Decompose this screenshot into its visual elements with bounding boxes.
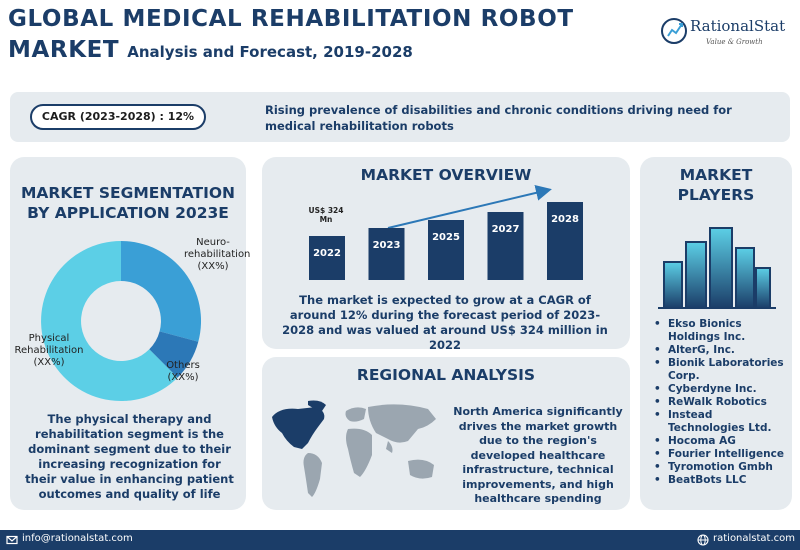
label-others: Others (XX%)	[166, 360, 200, 383]
label-neuro: Neuro-rehabilitation (XX%)	[184, 237, 251, 272]
regional-panel: REGIONAL ANALYSIS	[262, 357, 630, 510]
player-item: ReWalk Robotics	[652, 396, 792, 409]
player-item: Hocoma AG	[652, 435, 792, 448]
main-title: GLOBAL MEDICAL REHABILITATION ROBOT	[8, 6, 574, 32]
email-icon	[6, 535, 18, 545]
segmentation-title: MARKET SEGMENTATION BY APPLICATION 2023E	[20, 184, 236, 222]
player-item: AlterG, Inc.	[652, 344, 792, 357]
cagr-banner: CAGR (2023-2028) : 12% Rising prevalence…	[10, 92, 790, 142]
footer-website[interactable]: rationalstat.com	[713, 533, 796, 544]
city-buildings-icon	[658, 227, 776, 309]
logo-name: RationalStat	[690, 17, 786, 35]
players-list: Ekso Bionics Holdings Inc.AlterG, Inc.Bi…	[652, 318, 792, 487]
player-item: Ekso Bionics Holdings Inc.	[652, 318, 792, 344]
donut-slice-physical	[41, 241, 178, 401]
donut-slice-neuro	[121, 241, 202, 342]
footer-email[interactable]: info@rationalstat.com	[22, 533, 133, 544]
player-item: Instead Technologies Ltd.	[652, 409, 792, 435]
player-item: Fourier Intelligence	[652, 448, 792, 461]
world-map-icon	[272, 400, 436, 497]
logo-tagline: Value & Growth	[706, 38, 763, 46]
segmentation-description: The physical therapy and rehabilitation …	[25, 412, 234, 501]
banner-text: Rising prevalence of disabilities and ch…	[265, 103, 732, 133]
regional-title: REGIONAL ANALYSIS	[356, 366, 536, 384]
rationalstat-logo: RationalStat Value & Growth	[660, 14, 795, 54]
title-market: MARKET	[8, 37, 120, 63]
title-analysis: Analysis and Forecast, 2019-2028	[127, 43, 413, 61]
regional-description: North America significantly drives the m…	[453, 405, 623, 505]
subtitle-line: MARKET Analysis and Forecast, 2019-2028	[8, 37, 413, 63]
globe-icon	[697, 534, 709, 546]
player-item: Bionik Laboratories Corp.	[652, 357, 792, 383]
segmentation-donut	[41, 241, 202, 401]
map-north-america	[272, 407, 325, 449]
cagr-badge: CAGR (2023-2028) : 12%	[30, 104, 206, 130]
footer: info@rationalstat.com rationalstat.com	[0, 530, 800, 550]
player-item: Tyromotion Gmbh	[652, 461, 792, 474]
players-title: MARKET PLAYERS	[677, 166, 755, 204]
label-physical: Physical Rehabilitation (XX%)	[14, 333, 84, 368]
player-item: BeatBots LLC	[652, 474, 792, 487]
value-label-2022: US$ 324 Mn	[308, 206, 344, 224]
overview-description: The market is expected to grow at a CAGR…	[282, 293, 608, 352]
player-item: Cyberdyne Inc.	[652, 383, 792, 396]
donut-slice-others	[149, 331, 199, 378]
overview-title: MARKET OVERVIEW	[360, 166, 532, 184]
logo-icon	[661, 18, 687, 44]
